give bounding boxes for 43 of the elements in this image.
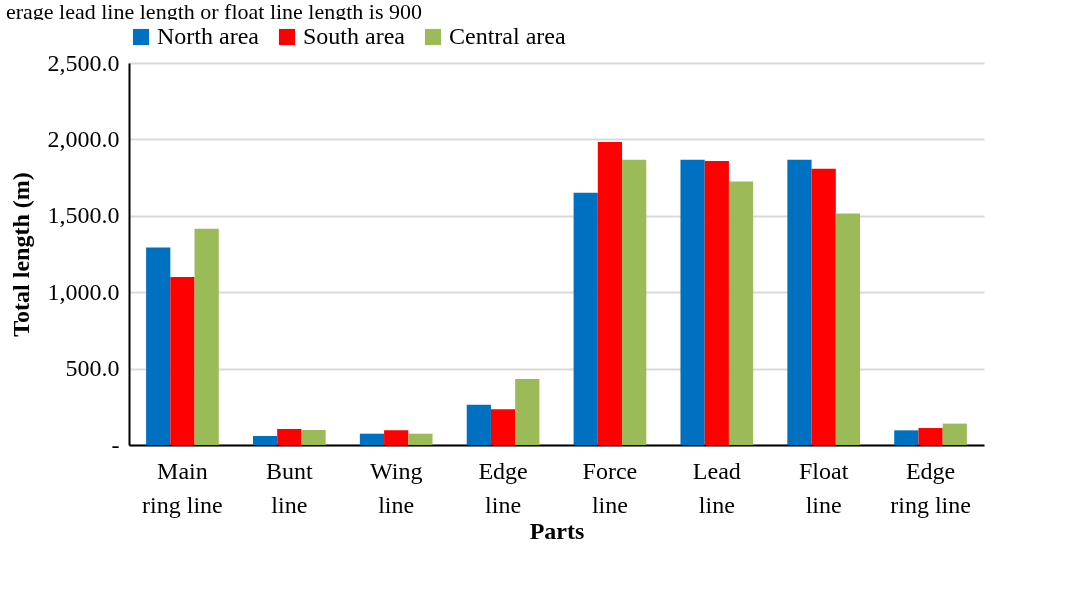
bar xyxy=(194,228,219,445)
x-tick-label: Main ring line xyxy=(142,457,223,518)
x-tick-label: Lead line xyxy=(692,457,741,518)
bar xyxy=(408,433,433,445)
x-tick-label: Bunt line xyxy=(265,457,313,518)
x-tick-label: Edge ring line xyxy=(890,457,971,518)
bar xyxy=(170,276,195,445)
bar xyxy=(704,161,729,445)
bar xyxy=(146,247,171,445)
bar xyxy=(359,433,385,445)
legend-label: North area xyxy=(157,23,260,49)
bar xyxy=(622,159,647,445)
y-tick-label: - xyxy=(111,431,120,458)
y-tick-label: 1,500.0 xyxy=(47,202,120,229)
y-tick-label: 1,000.0 xyxy=(47,278,120,305)
bar xyxy=(728,181,754,445)
bar xyxy=(515,378,540,445)
bar xyxy=(787,159,812,445)
bar xyxy=(490,409,516,445)
bar xyxy=(835,213,861,445)
x-tick-label: Edge line xyxy=(478,457,528,518)
y-tick-label: 2,000.0 xyxy=(47,125,120,152)
y-axis-title: Total length (m) xyxy=(7,172,34,337)
legend-label: South area xyxy=(303,23,406,49)
bar xyxy=(811,168,836,445)
bar xyxy=(894,430,919,445)
bar xyxy=(466,404,491,445)
bar xyxy=(277,428,302,445)
x-tick-label: Force line xyxy=(582,457,638,518)
bar xyxy=(573,192,598,445)
bar xyxy=(384,430,409,445)
bar xyxy=(597,142,623,445)
bar xyxy=(942,423,967,445)
y-tick-label: 500.0 xyxy=(65,355,120,382)
y-tick-label: 2,500.0 xyxy=(47,49,120,76)
x-tick-label: Wing line xyxy=(370,457,423,518)
bar xyxy=(918,428,943,445)
bar xyxy=(301,430,326,445)
bar xyxy=(252,435,278,445)
x-axis-title: Parts xyxy=(529,517,585,544)
x-tick-label: Float line xyxy=(799,457,849,518)
bar xyxy=(680,159,705,445)
legend-label: Central area xyxy=(449,23,566,49)
